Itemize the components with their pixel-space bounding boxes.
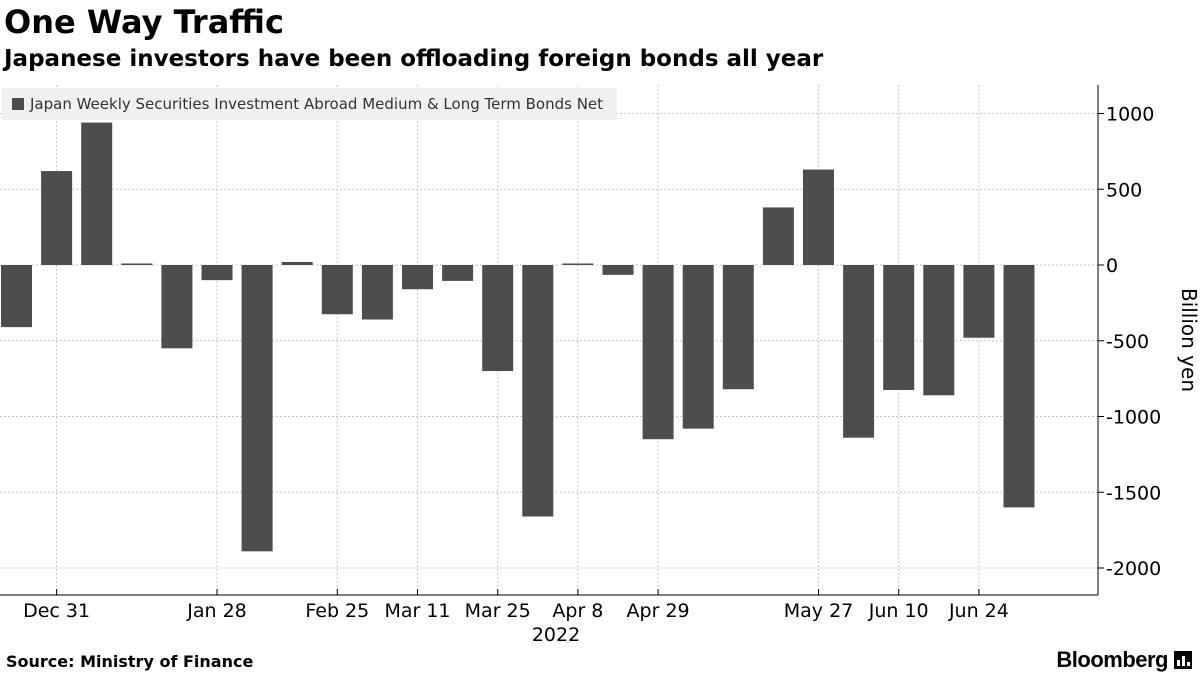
y-tick-label: -2000 xyxy=(1106,558,1161,580)
bar xyxy=(81,122,113,265)
x-tick-label: Feb 25 xyxy=(305,600,369,622)
bar xyxy=(1003,265,1035,508)
x-tick-label: Apr 29 xyxy=(627,600,690,622)
bar xyxy=(762,207,794,265)
y-tick-label: 500 xyxy=(1106,179,1142,201)
legend-label: Japan Weekly Securities Investment Abroa… xyxy=(30,95,604,113)
bar xyxy=(602,265,634,275)
x-tick-label: Jun 24 xyxy=(948,600,1009,622)
y-tick-label: -500 xyxy=(1106,331,1149,353)
x-tick-label: Apr 8 xyxy=(552,600,603,622)
bar xyxy=(402,265,433,290)
bloomberg-terminal-icon xyxy=(1174,651,1192,669)
bar xyxy=(522,265,554,517)
bar xyxy=(803,169,834,265)
bar xyxy=(642,265,674,440)
bar xyxy=(843,265,875,438)
axes: 1000 500 0 -500 -1000 -1500 -2000 Dec 31 Jan 28 F… xyxy=(0,85,1161,646)
x-tick-label: Dec 31 xyxy=(23,600,90,622)
x-tick-label: Jun 10 xyxy=(868,600,929,622)
source-note: Source: Ministry of Finance xyxy=(6,652,254,671)
brand-logo: Bloomberg xyxy=(1056,647,1192,673)
bar xyxy=(923,265,955,396)
chart-subtitle: Japanese investors have been offloading … xyxy=(4,46,824,72)
bar xyxy=(722,265,754,390)
y-tick-label: -1500 xyxy=(1106,482,1161,504)
x-tick-label: Mar 25 xyxy=(465,600,531,622)
bar xyxy=(41,171,73,265)
legend-swatch xyxy=(12,98,24,110)
bar xyxy=(361,265,393,320)
y-tick-label: 1000 xyxy=(1106,104,1154,126)
y-tick-label: 0 xyxy=(1106,255,1118,277)
x-tick-label: Jan 28 xyxy=(186,600,247,622)
x-tick-label: May 27 xyxy=(784,600,854,622)
bar xyxy=(482,265,514,372)
x-tick-label: Mar 11 xyxy=(384,600,450,622)
bar xyxy=(321,265,353,315)
bar xyxy=(442,265,474,281)
x-year-label: 2022 xyxy=(532,624,580,646)
bar xyxy=(161,265,193,349)
y-tick-label: -1000 xyxy=(1106,407,1161,429)
bar xyxy=(241,265,273,552)
bar xyxy=(562,263,594,265)
bar xyxy=(1,265,32,328)
bar xyxy=(963,265,995,338)
bar xyxy=(682,265,714,429)
bar xyxy=(201,265,233,281)
y-axis-label: Billion yen xyxy=(1177,288,1200,392)
brand-name: Bloomberg xyxy=(1056,647,1168,672)
legend: Japan Weekly Securities Investment Abroa… xyxy=(2,88,618,120)
bar xyxy=(281,261,313,265)
bars xyxy=(1,122,1035,552)
bar xyxy=(883,265,915,390)
bar xyxy=(121,263,153,265)
chart-title: One Way Traffic xyxy=(4,3,284,41)
